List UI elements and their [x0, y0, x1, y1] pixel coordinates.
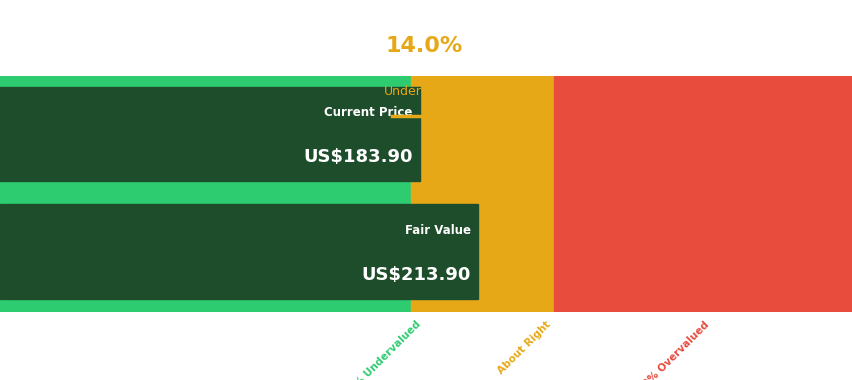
Bar [554, 76, 852, 312]
Bar [0, 76, 411, 312]
Text: 20% Overvalued: 20% Overvalued [636, 319, 710, 380]
Text: Fair Value: Fair Value [405, 224, 470, 237]
Bar [411, 76, 554, 312]
Text: Current Price: Current Price [324, 106, 412, 119]
Text: 20% Undervalued: 20% Undervalued [342, 319, 422, 380]
Text: 14.0%: 14.0% [385, 36, 462, 55]
Text: US$213.90: US$213.90 [361, 266, 470, 284]
Text: US$183.90: US$183.90 [303, 148, 412, 166]
Bar [0, 87, 419, 181]
Text: About Right: About Right [496, 319, 552, 376]
Bar [0, 204, 477, 299]
Text: Undervalued: Undervalued [383, 85, 463, 98]
